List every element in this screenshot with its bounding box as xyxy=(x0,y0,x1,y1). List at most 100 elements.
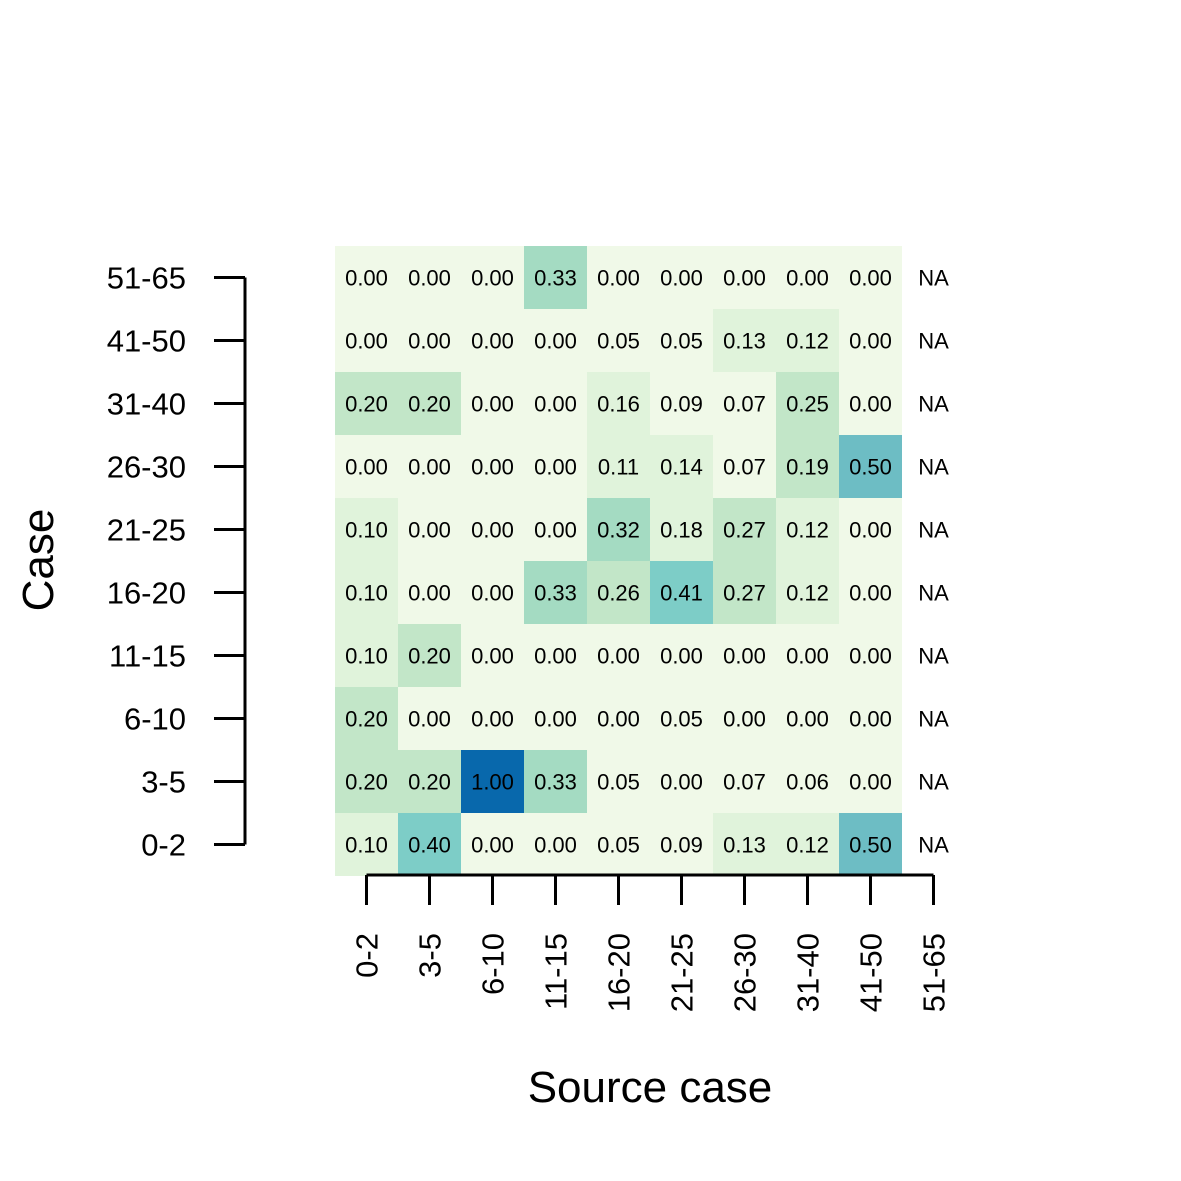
cell-value-label: 0.13 xyxy=(723,329,766,354)
heatmap-cell xyxy=(524,435,587,498)
cell-value-label: 0.13 xyxy=(723,833,766,858)
heatmap-cell xyxy=(587,813,650,876)
cell-na-label: NA xyxy=(918,770,949,795)
heatmap-cell xyxy=(524,372,587,435)
y-tick-label: 0-2 xyxy=(141,828,186,863)
y-tick-label: 3-5 xyxy=(141,765,186,800)
heatmap-cell xyxy=(650,813,713,876)
heatmap-cell xyxy=(776,750,839,813)
heatmap-cell xyxy=(713,687,776,750)
heatmap-cell xyxy=(335,624,398,687)
y-tick-label: 41-50 xyxy=(107,324,186,359)
heatmap-cell xyxy=(524,246,587,309)
cell-value-label: 0.00 xyxy=(660,644,703,669)
cell-value-label: 0.41 xyxy=(660,581,703,606)
heatmap-cell xyxy=(713,750,776,813)
cell-value-label: 0.25 xyxy=(786,392,829,417)
x-tick-label: 21-25 xyxy=(665,933,700,1012)
heatmap-cell xyxy=(776,687,839,750)
cell-value-label: 0.00 xyxy=(534,833,577,858)
cell-value-label: 0.00 xyxy=(471,833,514,858)
cell-value-label: 0.00 xyxy=(534,518,577,543)
cell-na-label: NA xyxy=(918,833,949,858)
cell-value-label: 0.07 xyxy=(723,455,766,480)
cell-na-label: NA xyxy=(918,266,949,291)
heatmap-cell xyxy=(650,624,713,687)
cell-value-label: 0.00 xyxy=(471,581,514,606)
cell-value-label: 0.00 xyxy=(408,581,451,606)
cell-value-label: 0.00 xyxy=(408,455,451,480)
cell-value-label: 0.06 xyxy=(786,770,829,795)
x-tick-label: 11-15 xyxy=(539,933,574,1010)
x-axis-title: Source case xyxy=(528,1063,773,1112)
heatmap-cell xyxy=(650,309,713,372)
cell-na-label: NA xyxy=(918,455,949,480)
cell-na-label: NA xyxy=(918,707,949,732)
heatmap-cell xyxy=(713,435,776,498)
cell-value-label: 0.27 xyxy=(723,518,766,543)
heatmap-cell xyxy=(839,246,902,309)
cell-value-label: 0.09 xyxy=(660,392,703,417)
cell-value-label: 0.18 xyxy=(660,518,703,543)
heatmap-cell xyxy=(587,309,650,372)
cell-value-label: 0.00 xyxy=(534,455,577,480)
heatmap-cell xyxy=(461,435,524,498)
heatmap-cell xyxy=(650,498,713,561)
heatmap-cell xyxy=(587,687,650,750)
cell-value-label: 0.10 xyxy=(345,833,388,858)
heatmap-cell xyxy=(335,435,398,498)
y-tick-label: 16-20 xyxy=(107,576,186,611)
cell-value-label: 0.00 xyxy=(345,266,388,291)
heatmap-cell xyxy=(776,813,839,876)
cell-value-label: 0.00 xyxy=(408,329,451,354)
x-tick-label: 26-30 xyxy=(728,933,763,1012)
cell-value-label: 0.00 xyxy=(534,644,577,669)
cell-value-label: 0.33 xyxy=(534,770,577,795)
cell-value-label: 0.20 xyxy=(408,770,451,795)
cell-value-label: 0.33 xyxy=(534,266,577,291)
heatmap-cell xyxy=(461,561,524,624)
heatmap-cell xyxy=(839,624,902,687)
heatmap-cell xyxy=(398,372,461,435)
heatmap-cell xyxy=(587,435,650,498)
cell-value-label: 0.32 xyxy=(597,518,640,543)
y-tick-label: 51-65 xyxy=(107,261,186,296)
heatmap-cell xyxy=(713,246,776,309)
cell-value-label: 0.00 xyxy=(723,707,766,732)
y-tick-label: 21-25 xyxy=(107,513,186,548)
heatmap-cell xyxy=(461,372,524,435)
heatmap-cell-labels: 0.10 0.40 0.00 0.00 0.05 0.09 0.13 0.12 0.50 NA 0.… xyxy=(345,266,949,858)
cell-value-label: 0.00 xyxy=(849,644,892,669)
cell-value-label: 0.00 xyxy=(471,707,514,732)
cell-value-label: 0.00 xyxy=(471,266,514,291)
heatmap-cell xyxy=(713,561,776,624)
heatmap-cell xyxy=(524,813,587,876)
heatmap-cell xyxy=(713,498,776,561)
x-tick-label: 16-20 xyxy=(602,933,637,1012)
cell-value-label: 0.50 xyxy=(849,833,892,858)
heatmap-cell xyxy=(713,624,776,687)
cell-value-label: 0.00 xyxy=(723,644,766,669)
cell-value-label: 0.27 xyxy=(723,581,766,606)
heatmap-cell xyxy=(839,687,902,750)
cell-value-label: 0.20 xyxy=(345,770,388,795)
cell-value-label: 0.07 xyxy=(723,392,766,417)
cell-value-label: 0.00 xyxy=(849,392,892,417)
heatmap-cell xyxy=(335,498,398,561)
y-tick-label: 31-40 xyxy=(107,387,186,422)
heatmap-cell xyxy=(587,246,650,309)
heatmap-cell xyxy=(650,687,713,750)
heatmap-cell xyxy=(524,624,587,687)
cell-value-label: 0.00 xyxy=(849,581,892,606)
heatmap-cell xyxy=(335,813,398,876)
cell-value-label: 0.00 xyxy=(597,707,640,732)
heatmap-cell xyxy=(839,561,902,624)
cell-value-label: 0.00 xyxy=(534,707,577,732)
heatmap-cell xyxy=(650,246,713,309)
heatmap-cell xyxy=(461,687,524,750)
heatmap-cell xyxy=(398,750,461,813)
cell-value-label: 0.12 xyxy=(786,518,829,543)
heatmap-cell xyxy=(713,372,776,435)
heatmap-cell xyxy=(839,498,902,561)
cell-value-label: 0.00 xyxy=(471,329,514,354)
